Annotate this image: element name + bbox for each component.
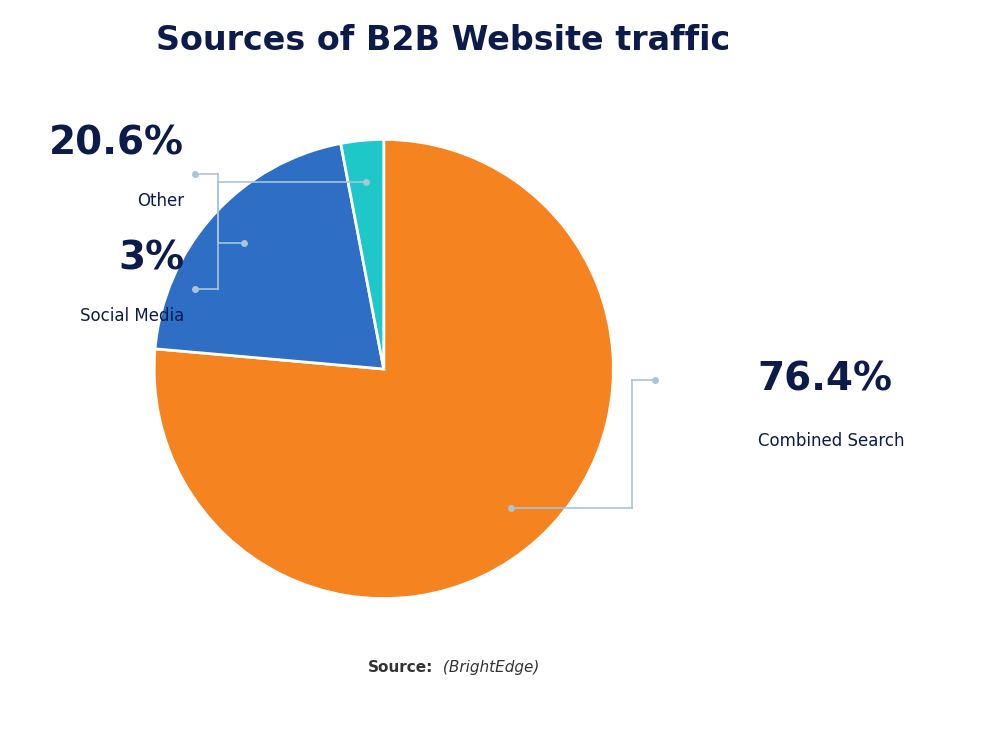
Text: Social Media: Social Media <box>80 307 184 325</box>
Text: (BrightEdge): (BrightEdge) <box>438 661 539 675</box>
Text: 76.4%: 76.4% <box>758 361 892 399</box>
Text: Combined Search: Combined Search <box>758 432 904 449</box>
Wedge shape <box>154 139 613 599</box>
Text: Other: Other <box>137 192 184 210</box>
Text: Sources of B2B Website traffic: Sources of B2B Website traffic <box>155 24 730 57</box>
Wedge shape <box>155 143 384 369</box>
Text: www.konstructdigital.com: www.konstructdigital.com <box>15 714 195 728</box>
Wedge shape <box>340 139 384 369</box>
Text: Source:: Source: <box>368 661 433 675</box>
Text: 3%: 3% <box>118 239 184 277</box>
Text: 20.6%: 20.6% <box>49 125 184 162</box>
